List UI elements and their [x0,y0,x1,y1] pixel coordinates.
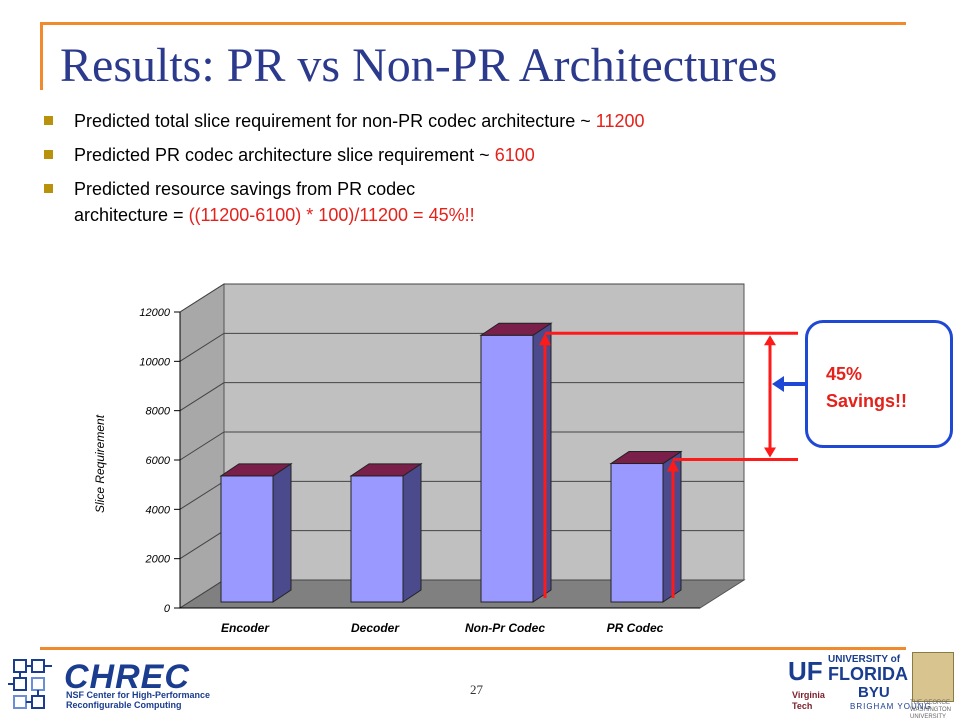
virginia-tech-logo: Virginia Tech [792,690,825,712]
bar-side [272,462,292,603]
page-number: 27 [470,682,483,697]
gridline [179,480,744,510]
gridline [179,579,744,609]
bar-top [479,322,553,336]
vt-line1: Virginia [792,690,825,700]
chart-back-wall [223,283,745,581]
chrec-wordmark: CHREC [64,658,190,696]
y-tick-label: 6000 [146,455,171,467]
savings-annotation [539,331,805,598]
bar-front [220,475,274,603]
bar-top [609,451,683,465]
vt-line2: Tech [792,701,813,711]
bullet-item: Predicted total slice requirement for no… [40,108,900,134]
bar-top [349,463,423,477]
gridline [179,431,744,461]
chrec-subtitle-line1: NSF Center for High-Performance [66,690,211,700]
bullet-highlight: 11200 [595,111,645,131]
bar-side [662,450,682,603]
bullet-text: Predicted PR codec architecture slice re… [74,145,495,165]
x-tick-label: Decoder [351,621,400,635]
chart-gridlines [179,283,744,609]
pr-arrow-head [667,459,679,472]
bullet-square-icon [44,150,53,159]
savings-label: Savings!! [826,391,908,411]
footer-divider [40,647,906,650]
savings-callout-text: 45% Savings!! [826,361,907,415]
non-pr-arrow-head [539,333,551,346]
bullet-highlight: ((11200-6100) * 100)/11200 = 45%!! [188,205,475,225]
uf-florida: FLORIDA [828,664,908,684]
gwu-wordmark: THE GEORGE WASHINGTON UNIVERSITY [910,700,952,720]
bar-front [350,475,404,603]
uf-university-of: UNIVERSITY of [828,654,901,665]
chart-axes: 0 2000 4000 6000 8000 10000 12000 Encoder Decode… [139,307,700,635]
x-tick-label: Encoder [221,621,270,635]
savings-span-head-bottom [764,447,776,458]
bullet-text-line1: Predicted resource savings from PR codec [74,179,416,199]
bar-side [532,322,552,603]
bullet-list: Predicted total slice requirement for no… [40,108,900,236]
bullet-square-icon [44,184,53,193]
bullet-item: Predicted PR codec architecture slice re… [40,142,900,168]
bar-front [480,334,534,603]
bar-top [219,463,293,477]
chart-walls [178,283,746,609]
callout-arrow-head [772,376,784,392]
y-tick-label: 4000 [146,504,171,516]
y-tick-label: 2000 [145,554,171,566]
savings-callout: 45% Savings!! [805,320,953,448]
chrec-subtitle: NSF Center for High-Performance Reconfig… [66,690,210,710]
y-tick-label: 0 [164,603,171,615]
gwu-portrait-icon [912,652,954,702]
bullet-text: architecture = [74,205,189,225]
chart-floor [178,579,746,609]
y-tick-label: 8000 [146,406,171,418]
bullet-highlight: 6100 [494,145,535,165]
bar-side [402,462,422,603]
uf-logo: UF [788,656,823,686]
byu-subtitle: BRIGHAM YOUNG [850,702,932,711]
byu-logo: BYU [858,684,890,701]
savings-percent: 45% [826,364,863,384]
title-frame-top [40,22,906,25]
chart-bars [219,322,683,603]
bullet-text: Predicted total slice requirement for no… [74,111,596,131]
bullet-item: Predicted resource savings from PR codec… [40,176,900,228]
title-frame-left [40,22,43,90]
y-tick-label: 10000 [139,356,170,368]
bullet-square-icon [44,116,53,125]
gridline [179,332,744,362]
gridline [179,530,744,560]
chart-side-wall [179,283,225,609]
chrec-subtitle-line2: Reconfigurable Computing [66,700,182,710]
y-axis-label: Slice Requirement [93,414,107,513]
bar-front [610,463,664,603]
slide-title: Results: PR vs Non-PR Architectures [60,39,778,92]
gridline [179,382,744,412]
savings-span-head-top [764,335,776,346]
x-tick-label: PR Codec [607,621,664,635]
x-tick-label: Non-Pr Codec [465,621,545,635]
chrec-logo-icon [8,659,52,709]
y-tick-label: 12000 [139,307,170,319]
gridline [179,283,744,313]
